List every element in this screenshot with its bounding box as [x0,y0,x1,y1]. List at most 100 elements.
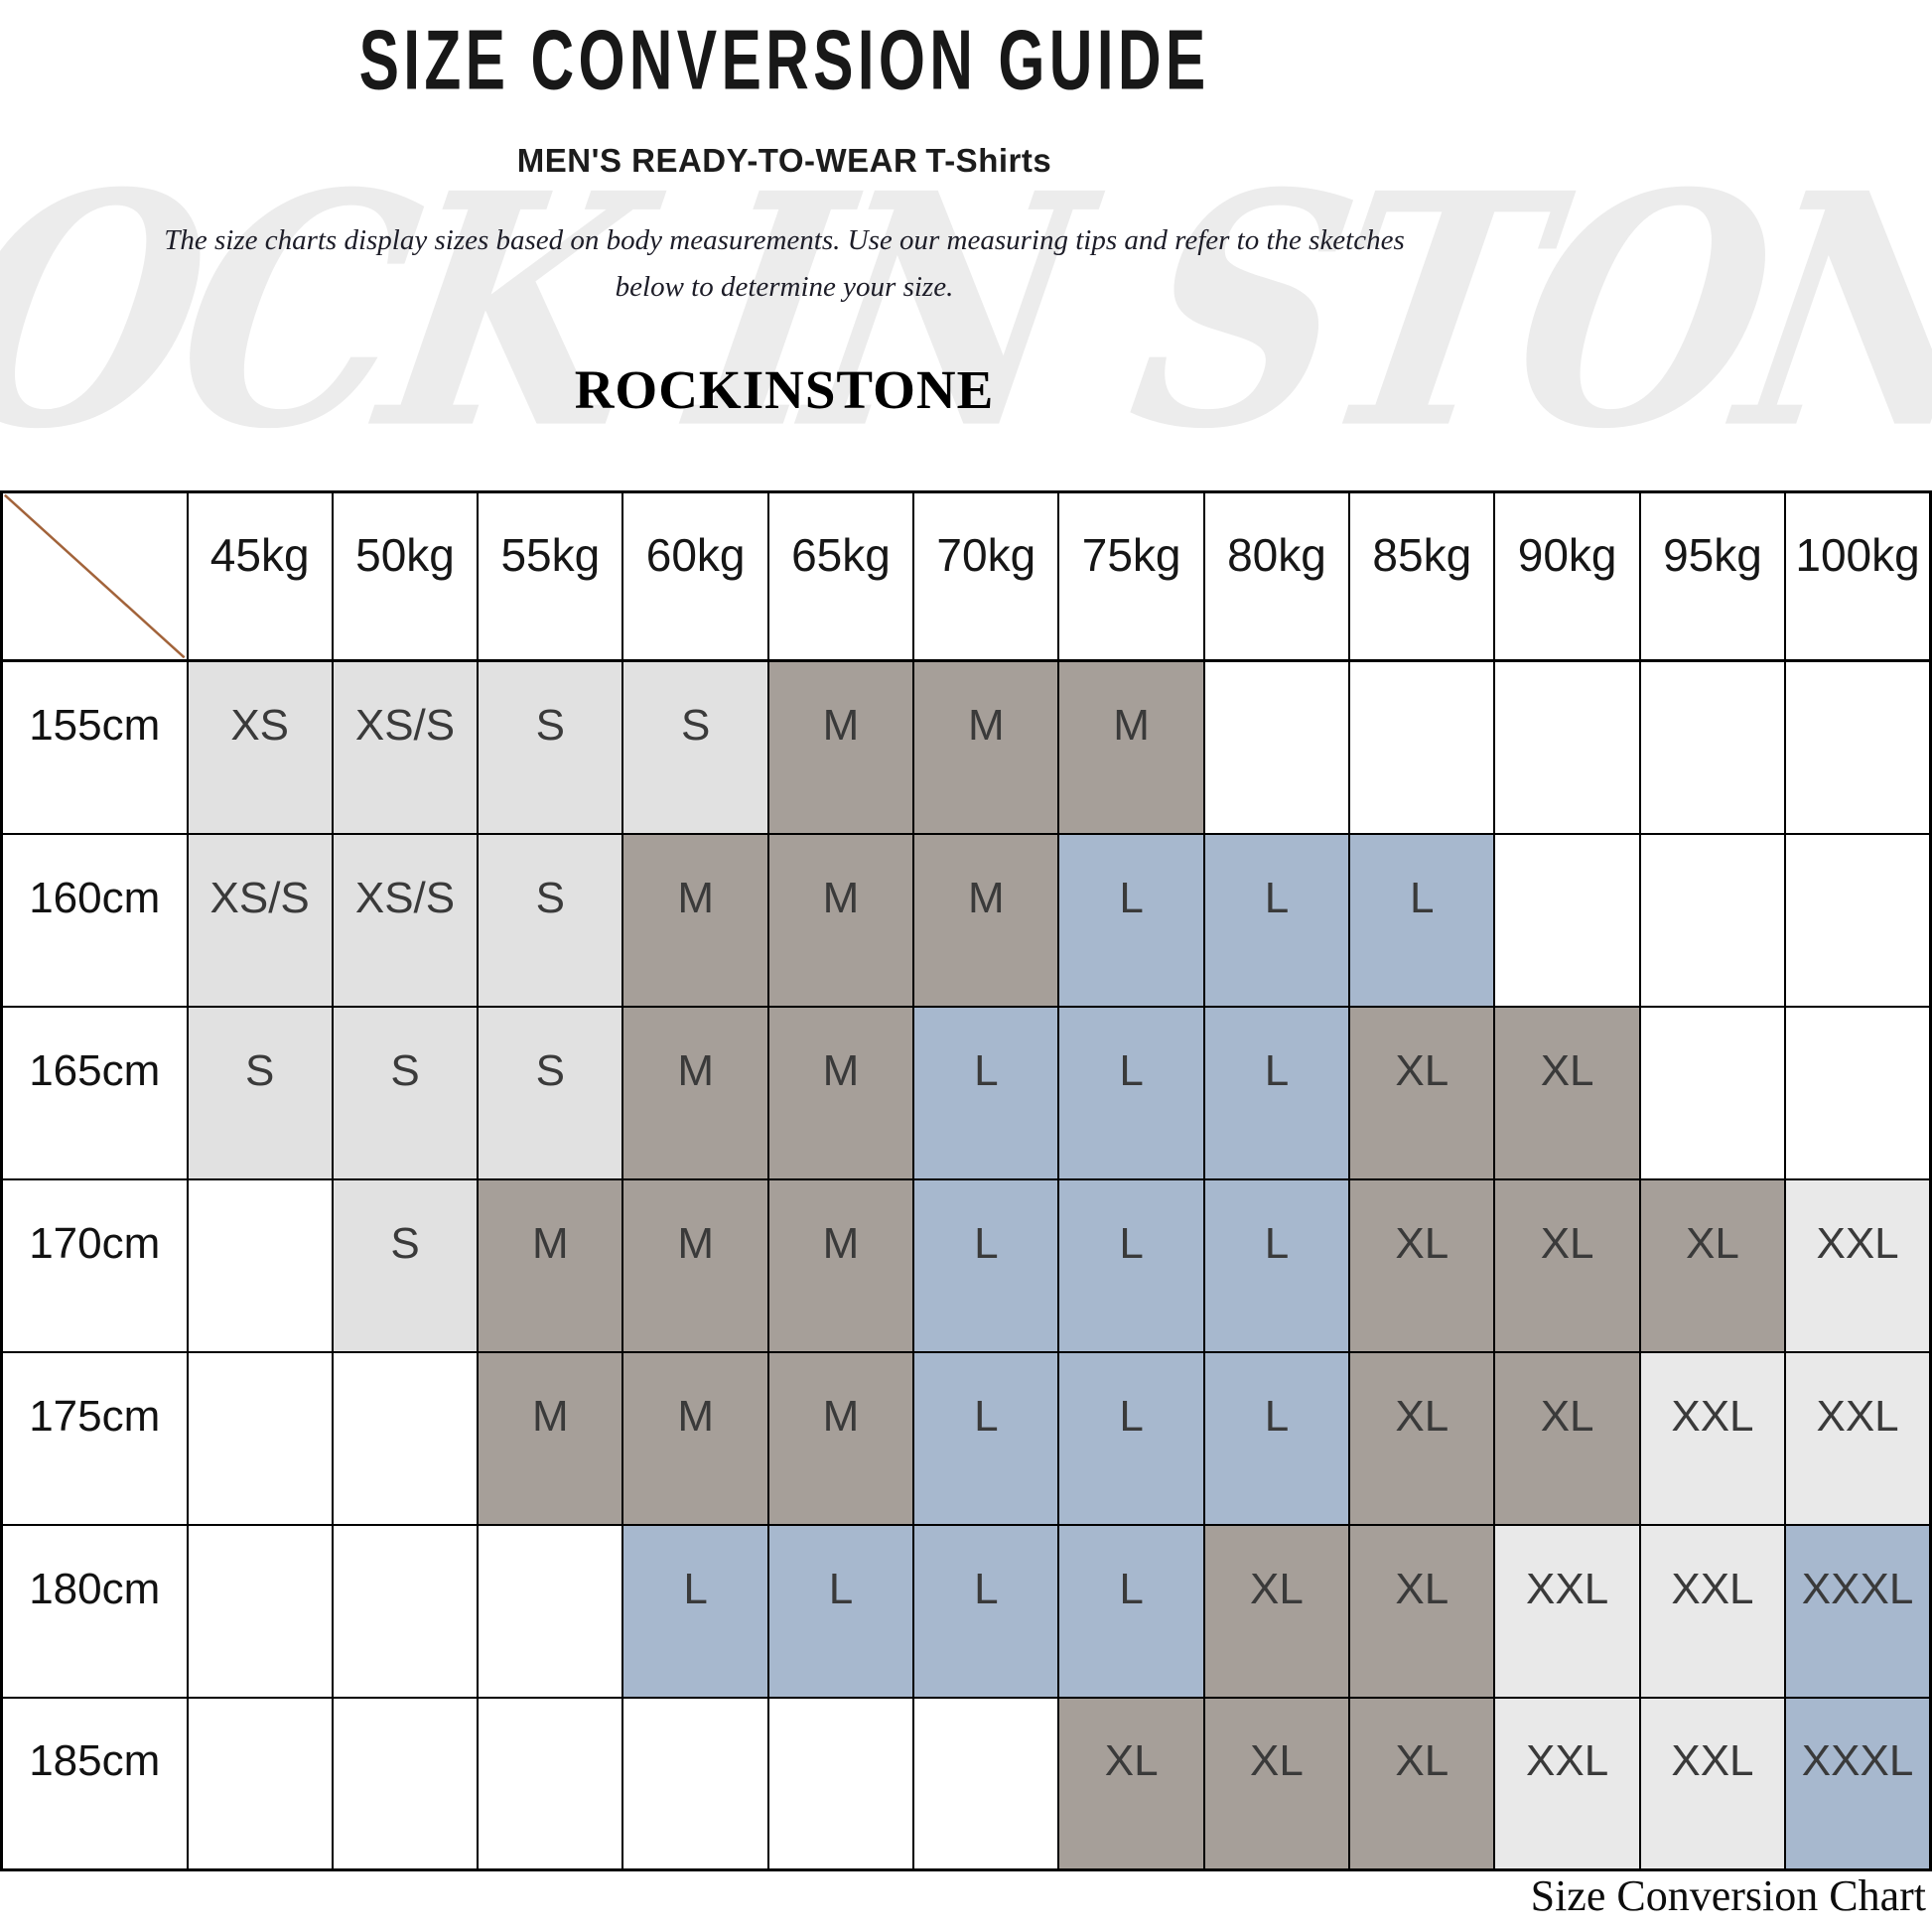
size-cell [186,1177,334,1353]
size-cell: S [331,1177,480,1353]
size-cell [1784,1005,1932,1180]
weight-header-cell: 75kg [1057,490,1205,662]
size-cell [1493,832,1641,1008]
size-cell: XXXL [1784,1696,1932,1871]
size-cell: L [1202,1350,1351,1526]
weight-header-cell: 50kg [331,490,480,662]
diagonal-divider-icon [3,493,187,659]
size-cell: XXL [1638,1523,1787,1699]
size-cell: M [621,1005,769,1180]
size-cell: XL [1493,1177,1641,1353]
description-line-2: below to determine your size. [615,271,954,303]
size-cell: M [1057,659,1205,835]
size-cell [331,1523,480,1699]
size-cell [1638,659,1787,835]
height-label-cell: 165cm [0,1005,189,1180]
size-cell: M [477,1177,624,1353]
size-cell: S [477,659,624,835]
size-cell: XS/S [331,659,480,835]
chart-caption: Size Conversion Chart [1530,1871,1926,1920]
size-cell: XL [1348,1523,1496,1699]
size-cell [331,1696,480,1871]
height-label-cell: 160cm [0,832,189,1008]
size-cell [621,1696,769,1871]
size-cell [766,1696,915,1871]
table-header-row: 45kg 50kg 55kg 60kg 65kg 70kg 75kg 80kg 85kg 90kg… [0,490,1932,662]
subtitle: MEN'S READY-TO-WEAR T-Shirts [0,142,1569,180]
size-conversion-table: 45kg 50kg 55kg 60kg 65kg 70kg 75kg 80kg 85kg 90kg… [0,490,1932,1871]
size-cell: M [766,1350,915,1526]
size-cell: XXL [1638,1696,1787,1871]
size-cell: M [621,1177,769,1353]
size-cell: S [331,1005,480,1180]
size-cell: L [1057,1350,1205,1526]
size-cell: XL [1348,1350,1496,1526]
height-label-cell: 175cm [0,1350,189,1526]
size-cell [1784,832,1932,1008]
size-cell: M [766,832,915,1008]
height-label-cell: 155cm [0,659,189,835]
size-cell [1784,659,1932,835]
size-cell: XXL [1493,1696,1641,1871]
size-cell: XXL [1784,1350,1932,1526]
size-cell: XXXL [1784,1523,1932,1699]
weight-header-cell: 65kg [766,490,915,662]
table-row: 165cm S S S M M L L L XL XL [0,1005,1932,1180]
size-cell [186,1523,334,1699]
weight-header-cell: 100kg [1784,490,1932,662]
table-row: 180cm L L L L XL XL XXL XXL XXXL [0,1523,1932,1699]
page-header: SIZE CONVERSION GUIDE MEN'S READY-TO-WEA… [0,0,1569,421]
description-text: The size charts display sizes based on b… [0,217,1569,311]
size-cell [477,1523,624,1699]
weight-header-cell: 90kg [1493,490,1641,662]
subtitle-product: T-Shirts [925,142,1052,179]
size-cell [477,1696,624,1871]
size-cell: L [1057,1523,1205,1699]
weight-header-cell: 95kg [1638,490,1787,662]
size-cell: S [186,1005,334,1180]
size-cell: L [766,1523,915,1699]
weight-header-cell: 45kg [186,490,334,662]
size-cell: L [1202,1005,1351,1180]
size-cell: XL [1348,1177,1496,1353]
size-cell: M [766,1177,915,1353]
size-cell: L [912,1177,1060,1353]
size-cell: XL [1202,1523,1351,1699]
size-cell: M [912,832,1060,1008]
weight-header-cell: 80kg [1202,490,1351,662]
size-cell [186,1350,334,1526]
size-cell: XXL [1784,1177,1932,1353]
height-label-cell: 180cm [0,1523,189,1699]
size-cell: XL [1202,1696,1351,1871]
subtitle-category: MEN'S READY-TO-WEAR [516,142,918,179]
size-cell: S [477,1005,624,1180]
size-cell: XL [1493,1350,1641,1526]
size-cell [1638,1005,1787,1180]
size-cell [1638,832,1787,1008]
description-line-1: The size charts display sizes based on b… [164,224,1405,256]
size-cell: XL [1348,1005,1496,1180]
page-title: SIZE CONVERSION GUIDE [358,12,1210,107]
size-cell: M [912,659,1060,835]
size-cell [1202,659,1351,835]
size-cell: L [621,1523,769,1699]
size-cell: M [621,1350,769,1526]
size-cell: L [1057,832,1205,1008]
corner-cell [0,490,189,662]
size-cell: S [477,832,624,1008]
size-cell [1348,659,1496,835]
table-row: 175cm M M M L L L XL XL XXL XXL [0,1350,1932,1526]
height-label-cell: 170cm [0,1177,189,1353]
weight-header-cell: 55kg [477,490,624,662]
table-row: 185cm XL XL XL XXL XXL XXXL [0,1696,1932,1871]
size-cell: L [1057,1005,1205,1180]
size-cell: M [477,1350,624,1526]
size-cell: L [1202,1177,1351,1353]
size-cell: L [1057,1177,1205,1353]
table-row: 170cm S M M M L L L XL XL XL XXL [0,1177,1932,1353]
weight-header-cell: 60kg [621,490,769,662]
weight-header-cell: 85kg [1348,490,1496,662]
size-cell: M [766,1005,915,1180]
weight-header-cell: 70kg [912,490,1060,662]
size-cell: L [1202,832,1351,1008]
